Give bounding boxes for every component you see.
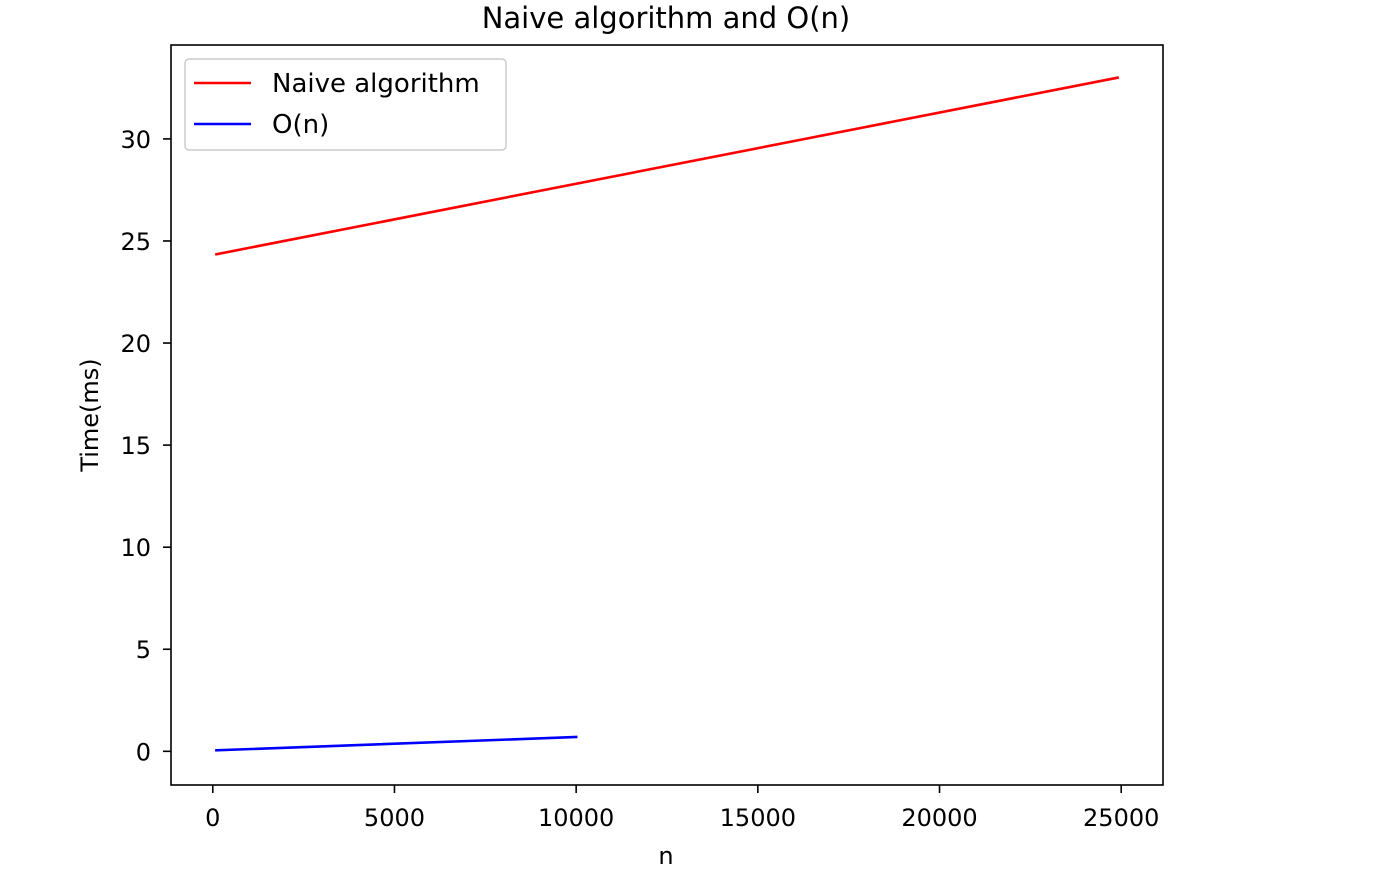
y-axis-label: Time(ms): [76, 358, 104, 472]
y-tick-label: 15: [120, 432, 151, 460]
legend-label-naive: Naive algorithm: [272, 69, 480, 99]
series-lines: [214, 76, 1120, 752]
y-tick-label: 10: [120, 534, 151, 562]
series-line-on: [215, 735, 578, 752]
legend-label-on: O(n): [272, 110, 329, 140]
y-tick-label: 30: [120, 126, 151, 154]
legend: Naive algorithm O(n): [184, 58, 507, 151]
series-line-naive-algorithm: [214, 76, 1120, 256]
x-axis-ticks: 0 5000 10000 15000 20000 25000: [205, 785, 1159, 832]
y-tick-label: 20: [120, 330, 151, 358]
x-tick-label: 15000: [720, 804, 796, 832]
x-tick-label: 20000: [901, 804, 977, 832]
y-tick-label: 0: [136, 738, 151, 766]
legend-box: [184, 58, 507, 151]
x-tick-label: 10000: [538, 804, 614, 832]
y-axis-ticks: 0 5 10 15 20 25 30: [120, 126, 171, 766]
x-tick-label: 25000: [1083, 804, 1159, 832]
x-axis-label: n: [658, 842, 673, 870]
x-tick-label: 5000: [364, 804, 425, 832]
plot-frame: [170, 44, 1164, 786]
x-tick-label: 0: [205, 804, 220, 832]
y-tick-label: 5: [136, 636, 151, 664]
y-tick-label: 25: [120, 228, 151, 256]
chart-title: Naive algorithm and O(n): [482, 1, 851, 35]
